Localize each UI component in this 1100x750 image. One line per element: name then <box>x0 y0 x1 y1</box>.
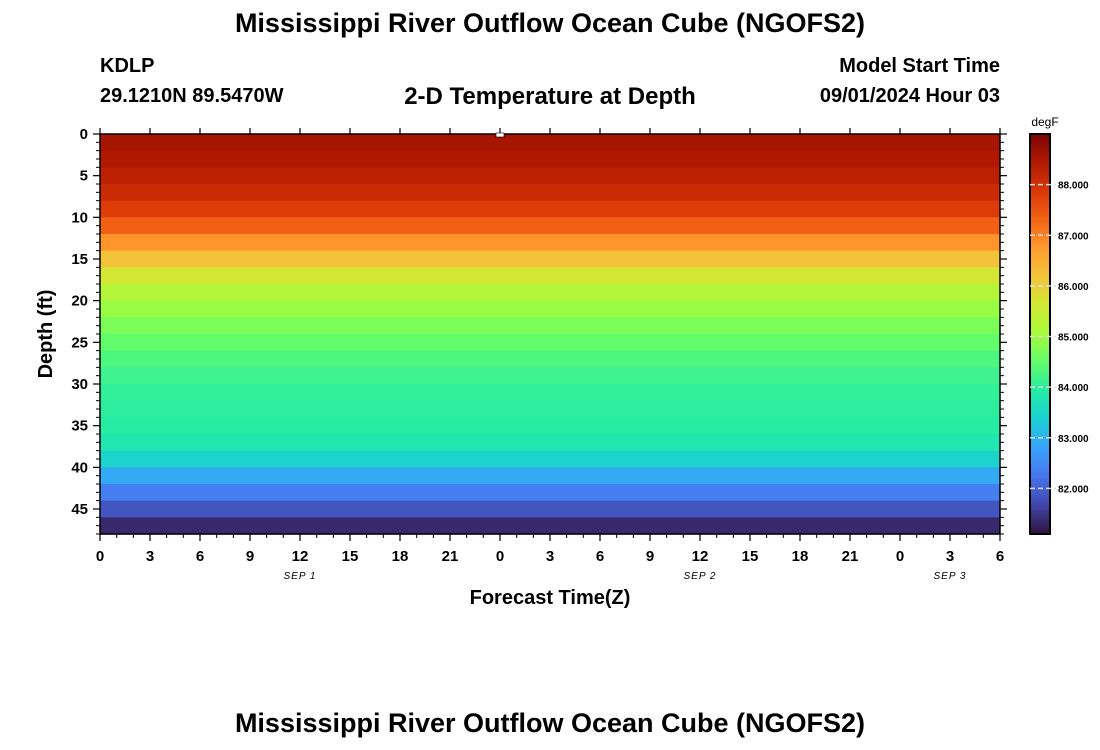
heatmap-band <box>100 467 1000 485</box>
heatmap-band <box>100 350 1000 368</box>
axes-layer: 0 3 6 9 12 15 18 21 0 3 6 9 12 15 18 21 0 3 6 SEP 1 SEP 2 SEP… <box>71 126 1007 582</box>
heatmap-band <box>100 250 1000 268</box>
footer-title: Mississippi River Outflow Ocean Cube (NG… <box>234 708 866 738</box>
x-tick-label: 3 <box>146 548 154 565</box>
heatmap-band <box>100 317 1000 335</box>
colorbar-tick-label: 85.000 <box>1058 333 1089 344</box>
x-tick-label: 6 <box>996 548 1004 565</box>
heatmap-band <box>100 417 1000 435</box>
colorbar-tick-label: 82.000 <box>1058 484 1089 495</box>
heatmap-band <box>100 517 1000 535</box>
colorbar-tick-label: 86.000 <box>1058 282 1089 293</box>
x-tick-label: 0 <box>896 548 904 565</box>
x-tick-label: 9 <box>646 548 654 565</box>
heatmap-band <box>100 217 1000 235</box>
heatmap-band <box>100 267 1000 285</box>
y-tick-label: 35 <box>71 418 88 435</box>
x-tick-label: 0 <box>496 548 504 565</box>
x-tick-label: 3 <box>946 548 954 565</box>
heatmap-band <box>100 500 1000 518</box>
x-tick-label: 12 <box>292 548 309 565</box>
model-start-label: Model Start Time <box>839 55 1000 77</box>
y-tick-label: 15 <box>71 251 88 268</box>
y-tick-label: 10 <box>71 209 88 226</box>
y-tick-label: 5 <box>80 168 88 185</box>
date-label: SEP 2 <box>684 571 717 582</box>
x-tick-label: 6 <box>596 548 604 565</box>
heatmap-band <box>100 450 1000 468</box>
heatmap-band <box>100 134 1000 152</box>
y-tick-label: 40 <box>71 459 88 476</box>
heatmap-band <box>100 334 1000 352</box>
x-tick-label: 15 <box>742 548 759 565</box>
heatmap-band <box>100 400 1000 418</box>
y-tick-label: 20 <box>71 293 88 310</box>
colorbar-tick-label: 88.000 <box>1058 181 1089 192</box>
x-tick-label: 18 <box>392 548 409 565</box>
heatmap-band <box>100 150 1000 168</box>
colorbar-bar <box>1029 133 1051 535</box>
heatmap-layer <box>100 134 1000 535</box>
x-axis-label: Forecast Time(Z) <box>470 587 631 609</box>
heatmap-chart: 0 3 6 9 12 15 18 21 0 3 6 9 12 15 18 21 0 3 6 SEP 1 SEP 2 SEP… <box>35 115 1089 609</box>
x-tick-label: 21 <box>442 548 459 565</box>
x-tick-label: 21 <box>842 548 859 565</box>
colorbar-unit: degF <box>1031 115 1058 129</box>
x-tick-label: 9 <box>246 548 254 565</box>
heatmap-band <box>100 384 1000 402</box>
y-axis-label: Depth (ft) <box>35 290 57 379</box>
x-tick-label: 0 <box>96 548 104 565</box>
x-tick-label: 18 <box>792 548 809 565</box>
colorbar-tick-label: 87.000 <box>1058 231 1089 242</box>
time-marker <box>495 132 505 138</box>
x-tick-label: 15 <box>342 548 359 565</box>
heatmap-band <box>100 367 1000 385</box>
model-start-value: 09/01/2024 Hour 03 <box>819 85 1000 107</box>
colorbar-tick-label: 83.000 <box>1058 434 1089 445</box>
date-label: SEP 3 <box>934 571 967 582</box>
x-tick-label: 12 <box>692 548 709 565</box>
colorbar-tick-label: 84.000 <box>1058 383 1089 394</box>
station-coordinates: 29.1210N 89.5470W <box>100 85 284 107</box>
heatmap-band <box>100 234 1000 252</box>
heatmap-band <box>100 184 1000 202</box>
y-tick-label: 45 <box>71 501 88 518</box>
y-tick-label: 25 <box>71 334 88 351</box>
heatmap-band <box>100 284 1000 302</box>
heatmap-band <box>100 484 1000 502</box>
x-tick-label: 6 <box>196 548 204 565</box>
heatmap-band <box>100 167 1000 185</box>
station-id: KDLP <box>100 55 155 77</box>
date-label: SEP 1 <box>284 571 317 582</box>
chart-title: Mississippi River Outflow Ocean Cube (NG… <box>234 8 866 38</box>
y-tick-label: 30 <box>71 376 88 393</box>
heatmap-band <box>100 434 1000 452</box>
heatmap-band <box>100 300 1000 318</box>
y-tick-label: 0 <box>80 126 88 143</box>
x-tick-label: 3 <box>546 548 554 565</box>
heatmap-band <box>100 200 1000 218</box>
colorbar: degF 88.000 87.000 86.000 85.000 84.000 83.00… <box>1029 115 1089 535</box>
chart-subtitle: 2-D Temperature at Depth <box>404 83 696 110</box>
